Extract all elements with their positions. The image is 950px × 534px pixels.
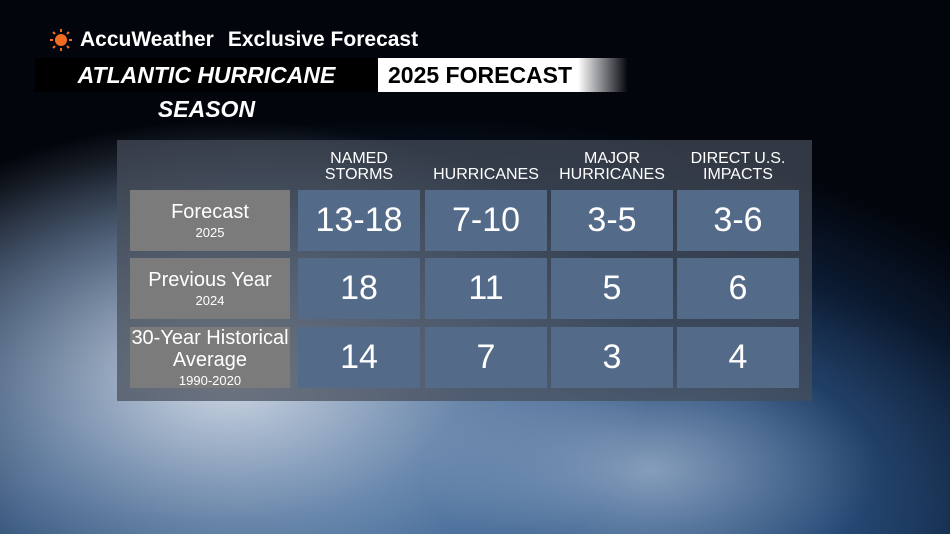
value-cell: 14: [298, 327, 420, 388]
value-cell: 18: [298, 258, 420, 319]
title-left: ATLANTIC HURRICANE SEASON: [35, 58, 378, 122]
sun-logo: [50, 29, 72, 51]
value-cell: 5: [551, 258, 673, 319]
row-label: 30-Year Historical Average 1990-2020: [130, 327, 290, 388]
value-cell: 7-10: [425, 190, 547, 251]
row-label: Forecast 2025: [130, 190, 290, 251]
value-cell: 3-6: [677, 190, 799, 251]
value-cell: 11: [425, 258, 547, 319]
column-header: NAMED STORMS: [324, 150, 394, 183]
column-header: MAJOR HURRICANES: [559, 150, 665, 183]
column-header: HURRICANES: [433, 166, 539, 183]
row-subtitle: 2024: [195, 293, 225, 308]
value-cell: 3-5: [551, 190, 673, 251]
brand-tag: Exclusive Forecast: [227, 28, 419, 51]
column-header: DIRECT U.S. IMPACTS: [690, 150, 786, 183]
title-right: 2025 FORECAST: [378, 58, 628, 92]
row-subtitle: 1990-2020: [178, 373, 242, 388]
value-cell: 7: [425, 327, 547, 388]
value-cell: 6: [677, 258, 799, 319]
value-cell: 4: [677, 327, 799, 388]
value-cell: 3: [551, 327, 673, 388]
row-title: Forecast: [171, 201, 249, 223]
brand-name: AccuWeather: [80, 28, 214, 51]
row-title: 30-Year Historical Average: [131, 327, 289, 371]
row-title: Previous Year: [148, 269, 272, 291]
row-label: Previous Year 2024: [130, 258, 290, 319]
brand-line: AccuWeather Exclusive Forecast: [50, 28, 418, 52]
row-subtitle: 2025: [195, 225, 225, 240]
value-cell: 13-18: [298, 190, 420, 251]
